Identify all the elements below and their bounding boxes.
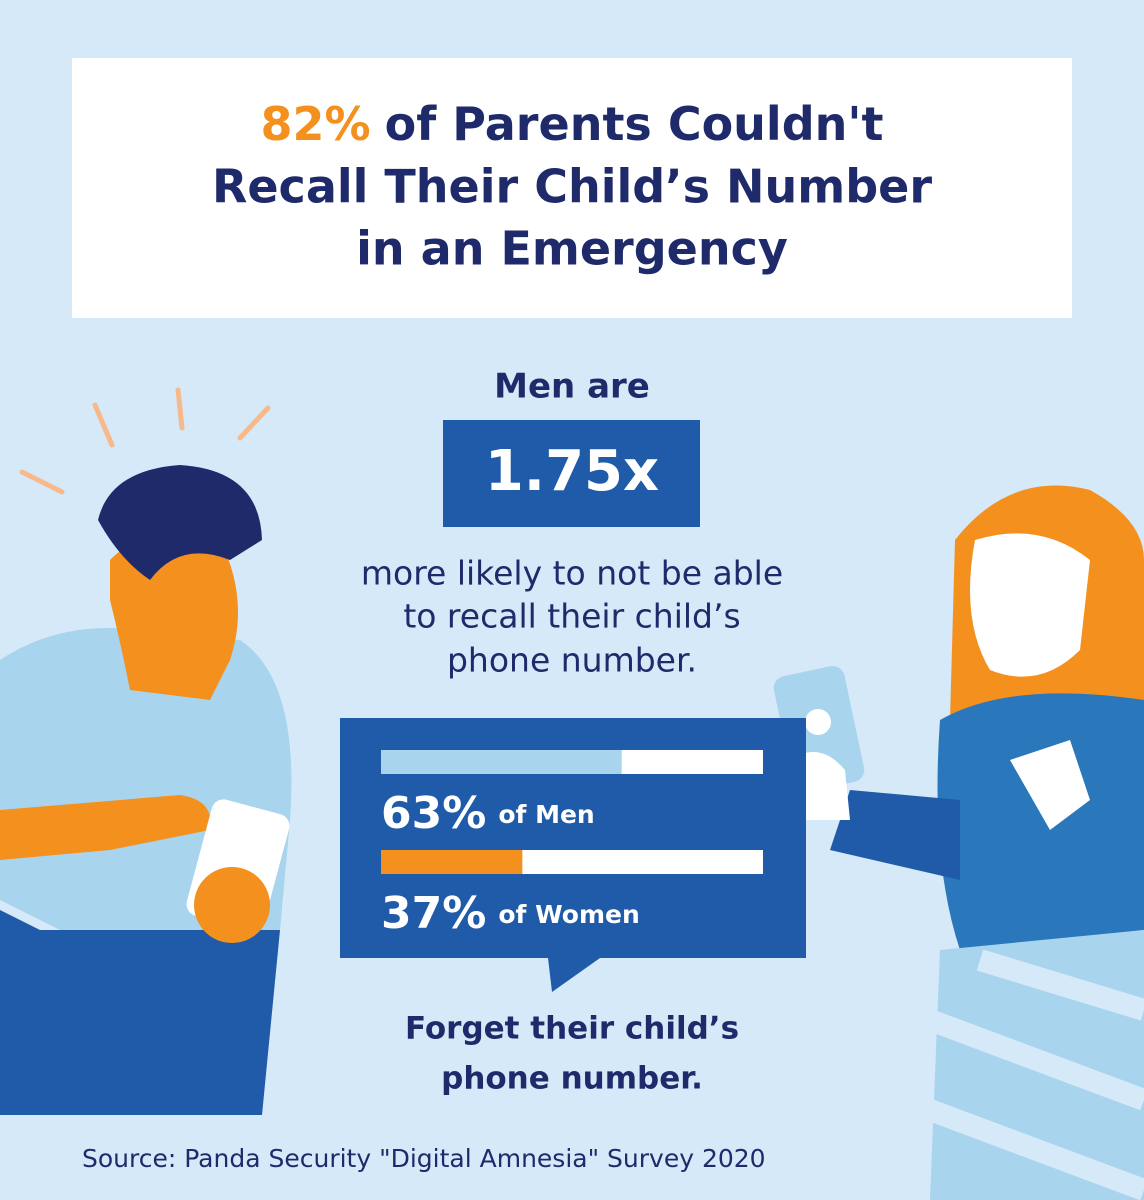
caption: phone number. — [441, 1061, 703, 1097]
title-line: Recall Their Child’s Number — [212, 160, 932, 214]
title-box — [72, 58, 1072, 318]
man-illustration — [0, 387, 292, 1115]
title-line: in an Emergency — [356, 222, 788, 276]
source: Source: Panda Security "Digital Amnesia"… — [82, 1144, 766, 1173]
woman-illustration — [773, 485, 1144, 1200]
bar-group: 63% of Men 37% of Women — [381, 750, 763, 939]
bar-label: 63% of Men — [381, 788, 595, 839]
stat-text: phone number. — [447, 641, 697, 680]
title-highlight: 82% — [261, 97, 371, 151]
bar-value: 63% — [381, 788, 486, 839]
bar-group: of Men — [498, 800, 594, 829]
title-text: of Parents Couldn't — [385, 97, 884, 151]
stat-multiplier: 1.75x — [485, 439, 659, 504]
bar-group: of Women — [498, 900, 639, 929]
stat-text: more likely to not be able — [361, 554, 783, 593]
stat-lead: Men are — [494, 367, 650, 407]
bar-label: 37% of Women — [381, 888, 640, 939]
title-line: 82% of Parents Couldn't — [261, 97, 884, 151]
caption: Forget their child’s — [405, 1011, 739, 1047]
stat-text: to recall their child’s — [403, 597, 740, 636]
bar — [381, 750, 622, 774]
bar-value: 37% — [381, 888, 486, 939]
stat-box — [443, 420, 700, 527]
bar — [381, 850, 523, 874]
